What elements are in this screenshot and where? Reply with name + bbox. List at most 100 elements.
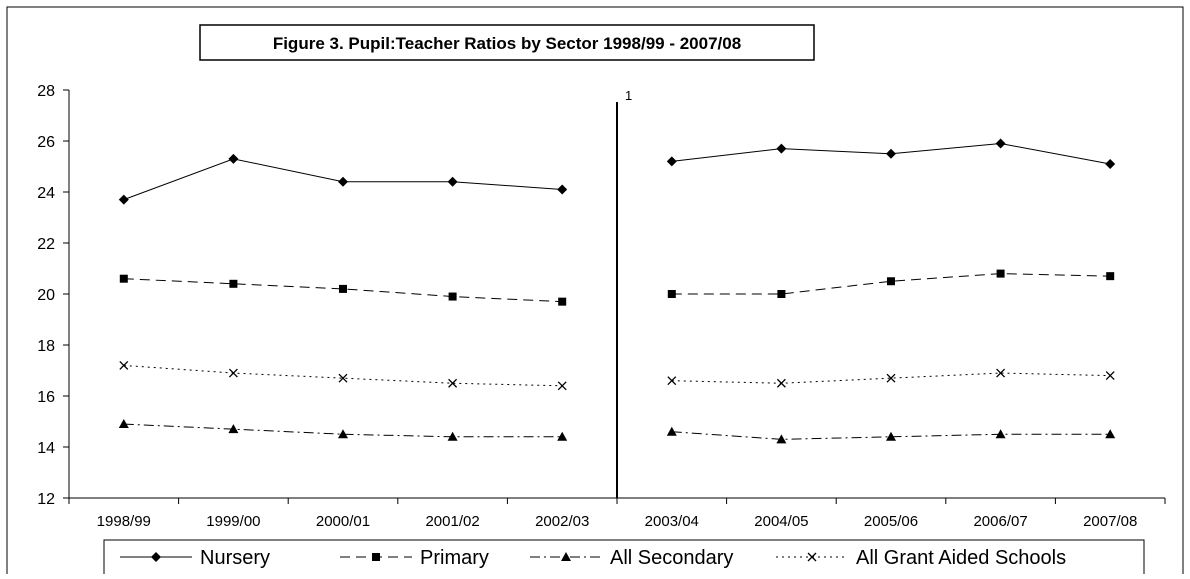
x-marker-stroke [1105,371,1115,381]
x-marker-stroke [448,378,458,388]
legend-item-primary: Primary [340,547,489,569]
y-tick-label: 24 [37,185,55,202]
series-all-grant-aided-schools [119,360,1115,391]
data-point-nursery [557,184,568,195]
y-tick-label: 14 [37,440,55,457]
legend-item-all-grant-aided-schools: All Grant Aided Schools [776,547,1066,569]
legend-label: Nursery [200,547,270,569]
x-tick-label: 2001/02 [425,513,479,530]
x-marker-stroke [119,360,129,370]
data-point-all-grant-aided-schools [996,368,1006,378]
series-line-all-secondary [671,431,1111,440]
x-marker-stroke [228,368,238,378]
data-point-all-secondary [886,431,896,441]
y-tick-label: 28 [37,83,55,100]
chart-title: Figure 3. Pupil:Teacher Ratios by Sector… [273,34,741,53]
data-point-nursery [338,176,348,187]
data-point-nursery [1105,158,1116,169]
series-line-primary [123,278,563,303]
x-tick-label: 2007/08 [1083,513,1137,530]
legend-label: Primary [420,547,489,569]
data-point-all-grant-aided-schools [228,368,238,378]
x-tick-label: 2002/03 [535,513,589,530]
y-tick-label: 16 [37,389,55,406]
data-point-all-secondary [666,426,677,436]
data-point-nursery [228,153,239,164]
x-marker-stroke [557,381,567,391]
data-point-all-grant-aided-schools [1105,371,1115,381]
y-tick-label: 22 [37,236,55,253]
chart-frame [6,6,1184,579]
series-line-all-grant-aided-schools [123,364,563,387]
data-point-primary [229,279,238,288]
data-point-nursery [995,138,1006,149]
data-point-nursery [118,194,129,205]
legend-label: All Grant Aided Schools [856,547,1066,569]
data-point-all-secondary [338,429,348,439]
series-line-primary [671,273,1111,295]
data-point-primary [887,277,895,286]
legend-marker-all-grant-aided-schools [807,552,817,562]
x-tick-label: 2005/06 [864,513,918,530]
data-point-nursery [886,148,896,159]
series-layer [118,138,1116,444]
legend: Nursery Primary All Secondary All Grant Aid… [103,539,1145,579]
x-tick-label: 1999/00 [206,513,260,530]
data-point-all-grant-aided-schools [557,381,567,391]
series-break-label: 1 [625,88,632,103]
series-line-all-grant-aided-schools [671,372,1111,384]
data-point-nursery [447,176,458,187]
data-point-nursery [666,156,677,167]
x-marker-stroke [886,373,896,383]
x-tick-label: 2000/01 [316,513,370,530]
data-point-all-secondary [228,424,239,434]
data-point-all-grant-aided-schools [886,373,896,383]
data-point-all-grant-aided-schools [338,373,348,383]
x-marker-stroke [667,376,677,386]
data-point-all-grant-aided-schools [448,378,458,388]
y-tick-label: 20 [37,287,55,304]
legend-marker-nursery [151,552,161,562]
data-point-all-secondary [557,431,568,441]
x-marker-stroke [776,378,786,388]
data-point-primary [119,274,128,283]
legend-item-nursery: Nursery [120,547,270,569]
data-point-nursery [776,143,787,154]
data-point-all-grant-aided-schools [119,360,129,370]
legend-label: All Secondary [610,547,733,569]
legend-marker-all-secondary [561,552,571,561]
series-line-all-secondary [123,423,563,438]
data-point-all-secondary [118,419,129,429]
y-tick-label: 26 [37,134,55,151]
data-point-primary [777,290,786,298]
legend-item-all-secondary: All Secondary [530,547,733,569]
series-nursery [118,138,1116,205]
y-tick-label: 18 [37,338,55,355]
series-all-secondary [118,419,1116,444]
series-primary [119,269,1115,306]
data-point-primary [558,297,567,306]
data-point-primary [448,292,457,301]
x-tick-label: 2003/04 [645,513,699,530]
chart-title-box: Figure 3. Pupil:Teacher Ratios by Sector… [199,24,815,61]
x-marker-stroke [996,368,1006,378]
x-marker-stroke [807,552,817,562]
x-marker-stroke [338,373,348,383]
x-tick-label: 1998/99 [97,513,151,530]
axes: 12 14 16 18 20 22 24 26 28 1998/99 1999/00 2000/01 2… [37,83,1166,530]
x-tick-label: 2004/05 [754,513,808,530]
data-point-all-grant-aided-schools [776,378,786,388]
legend-box [103,539,1145,579]
x-tick-label: 2006/07 [973,513,1027,530]
data-point-all-secondary [1105,429,1116,439]
data-point-primary [667,290,676,298]
data-point-all-secondary [995,429,1006,439]
data-point-primary [996,269,1005,278]
y-tick-label: 12 [37,491,55,508]
legend-marker-primary [372,553,380,561]
data-point-all-grant-aided-schools [667,376,677,386]
data-point-all-secondary [776,434,787,444]
data-point-primary [1106,272,1115,281]
